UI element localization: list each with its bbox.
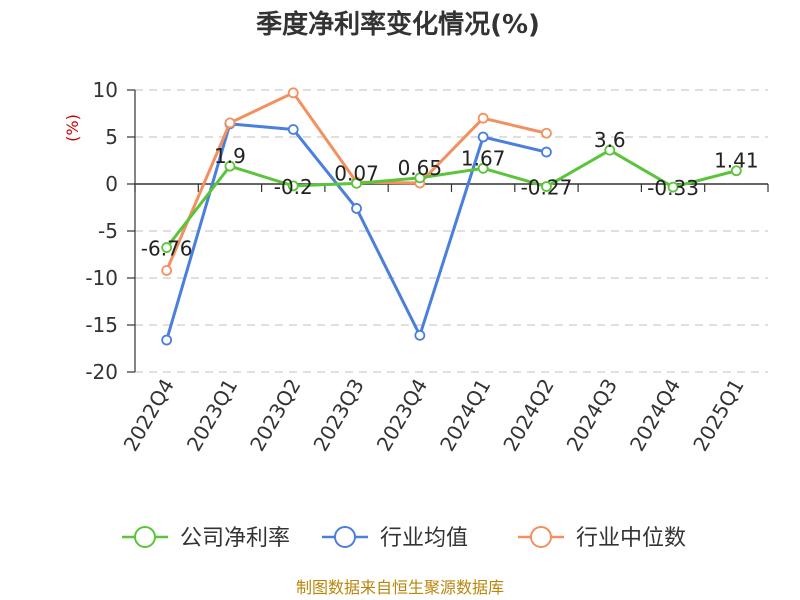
data-label: -0.33	[647, 176, 699, 200]
data-point	[161, 334, 173, 346]
y-tick-label: 10	[93, 78, 118, 102]
legend-marker	[134, 526, 156, 548]
data-point	[351, 203, 362, 214]
x-tick-label: 2023Q3	[308, 375, 368, 456]
data-point	[161, 265, 173, 276]
data-point	[287, 124, 299, 135]
y-tick-label: 0	[105, 172, 118, 196]
data-point	[161, 242, 173, 253]
x-tick-label: 2022Q4	[119, 375, 179, 456]
y-axis-label: (%)	[63, 114, 82, 142]
data-labels: -6.76 1.9 -0.2 0.07 0.65 1.67 -0.27 3.6 -0.33 1.4…	[141, 128, 759, 260]
x-tick-label: 2024Q3	[562, 375, 622, 456]
chart-title: 季度净利率变化情况(%)	[256, 9, 540, 40]
y-tick-label: 5	[105, 125, 118, 149]
data-point	[604, 144, 616, 156]
data-point	[287, 87, 299, 99]
data-label: -0.2	[274, 175, 313, 199]
legend: 公司净利率 行业均值 行业中位数	[122, 526, 686, 551]
data-point	[414, 329, 426, 341]
legend-label: 公司净利率	[180, 526, 290, 551]
data-label: -6.76	[141, 237, 193, 261]
legend-marker	[530, 526, 552, 548]
data-point	[224, 117, 236, 129]
data-point	[287, 180, 299, 192]
x-tick-label: 2024Q4	[625, 375, 685, 456]
legend-marker	[334, 526, 356, 548]
data-point	[477, 112, 489, 124]
data-label: 3.6	[594, 128, 626, 152]
y-tick-label: -15	[85, 313, 118, 337]
y-tick-label: -5	[98, 219, 118, 243]
data-point	[541, 127, 552, 139]
data-point	[541, 146, 552, 158]
x-tick-label: 2025Q1	[688, 375, 748, 456]
legend-label: 行业中位数	[576, 526, 686, 551]
x-tick-label: 2023Q4	[372, 375, 432, 456]
data-label: 1.67	[461, 146, 506, 170]
source-note: 制图数据来自恒生聚源数据库	[296, 578, 504, 597]
grid	[135, 89, 768, 373]
y-tick-label: -10	[85, 266, 118, 290]
data-label: 1.9	[214, 144, 246, 168]
legend-label: 行业均值	[380, 526, 468, 551]
data-label: -0.27	[521, 176, 573, 200]
data-point	[414, 172, 426, 184]
x-tick-label: 2024Q1	[435, 375, 495, 456]
series-line	[165, 148, 737, 249]
x-tick-label: 2023Q1	[182, 375, 242, 456]
data-point	[541, 181, 552, 192]
series-layer	[161, 87, 742, 346]
data-label: 0.65	[398, 156, 443, 180]
data-point	[477, 162, 489, 174]
data-point	[351, 177, 362, 189]
data-label: 0.07	[334, 161, 379, 185]
y-tick-label: -20	[85, 360, 118, 384]
data-point	[477, 131, 489, 143]
data-point	[224, 160, 236, 172]
x-tick-label: 2023Q2	[245, 375, 305, 456]
data-point	[667, 181, 679, 193]
x-tick-label: 2024Q2	[498, 375, 558, 456]
data-label: 1.41	[714, 149, 759, 173]
data-point	[730, 165, 742, 177]
